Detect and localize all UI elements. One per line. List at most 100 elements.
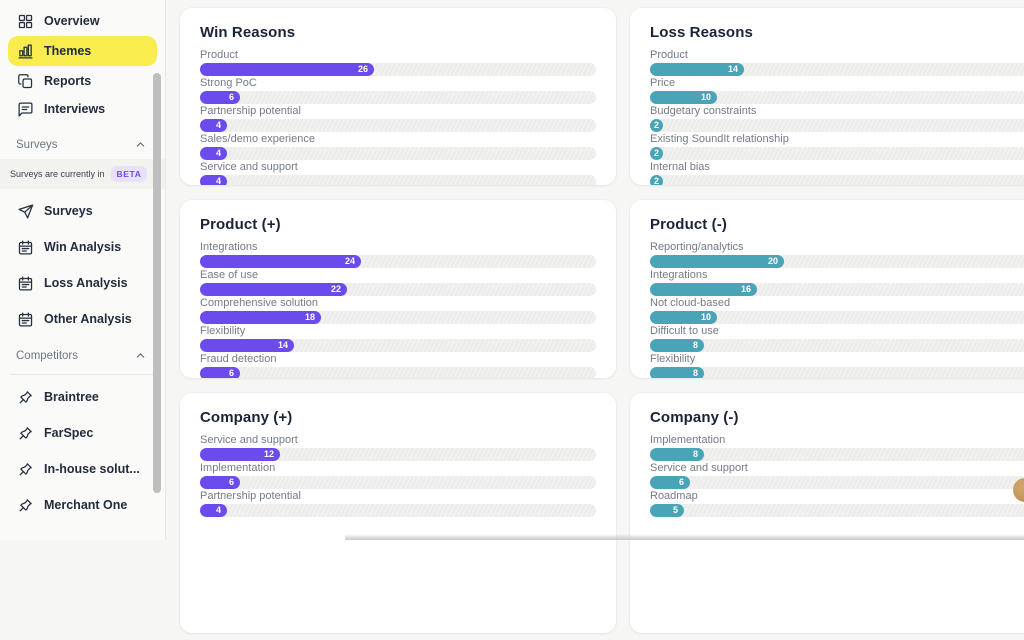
bar-category-label: Flexibility: [200, 325, 246, 337]
bar-category-label: Not cloud-based: [650, 297, 731, 309]
sidebar-item-reports[interactable]: Reports: [8, 68, 157, 94]
bar-fill[interactable]: 6: [200, 91, 240, 104]
bar-fill[interactable]: 2: [650, 175, 663, 185]
bar-track: 4: [200, 119, 596, 132]
bar-fill[interactable]: 6: [200, 476, 240, 489]
sidebar-item-label: Themes: [44, 44, 92, 58]
bar-fill[interactable]: 22: [200, 283, 347, 296]
surveys-section-header[interactable]: Surveys: [16, 138, 147, 151]
bar-category-label: Integrations: [650, 269, 708, 281]
bar-fill[interactable]: 16: [650, 283, 757, 296]
card-title: Company (-): [650, 409, 739, 426]
bar-fill[interactable]: 4: [200, 504, 227, 517]
bar-track: 4: [200, 175, 596, 185]
sidebar-item-label: In-house solut...: [44, 462, 140, 476]
bar-category-label: Comprehensive solution: [200, 297, 319, 309]
bar-row-product: Product 26: [200, 49, 596, 77]
sidebar-item-surveys[interactable]: Surveys: [8, 197, 157, 225]
bar-fill[interactable]: 12: [200, 448, 280, 461]
pin-icon: [19, 462, 32, 475]
sidebar-item-label: Interviews: [44, 102, 106, 116]
calendar-icon: [18, 275, 33, 291]
bar-fill[interactable]: 14: [650, 63, 744, 76]
competitors-section-header[interactable]: Competitors: [16, 349, 147, 362]
bar-fill[interactable]: 4: [200, 147, 227, 160]
bar-fill[interactable]: 4: [200, 175, 227, 185]
bar-fill[interactable]: 24: [200, 255, 361, 268]
bar-row-integrations: Integrations 24: [200, 241, 596, 269]
bar-fill[interactable]: 4: [200, 119, 227, 132]
bar-category-label: Implementation: [200, 462, 276, 474]
card-company: Company (+) Service and support 12 Implemen…: [180, 393, 616, 633]
sidebar-item-themes[interactable]: Themes: [8, 36, 157, 66]
bar-fill[interactable]: 10: [650, 311, 717, 324]
bar-fill[interactable]: 2: [650, 119, 663, 132]
sidebar-item-interviews[interactable]: Interviews: [8, 96, 157, 122]
bar-fill[interactable]: 8: [650, 448, 704, 461]
bar-fill[interactable]: 26: [200, 63, 374, 76]
sidebar-divider: [10, 374, 155, 375]
surveys-nav: Surveys Win Analysis Loss Analysis Other An…: [0, 197, 165, 333]
bar-fill[interactable]: 18: [200, 311, 321, 324]
sidebar-item-overview[interactable]: Overview: [8, 8, 157, 34]
sidebar-item-braintree[interactable]: Braintree: [8, 383, 157, 411]
bar-fill[interactable]: 5: [650, 504, 684, 517]
bar-fill[interactable]: 14: [200, 339, 294, 352]
bar-fill[interactable]: 2: [650, 147, 663, 160]
sidebar-item-label: Reports: [44, 74, 92, 88]
surveys-section-label: Surveys: [16, 138, 58, 151]
sidebar-item-farspec[interactable]: FarSpec: [8, 419, 157, 447]
card-product: Product (-) Reporting/analytics 20 Integrat…: [630, 200, 1024, 378]
bar-track: 4: [200, 147, 596, 160]
sidebar-item-merchant-one[interactable]: Merchant One: [8, 491, 157, 519]
reports-icon: [18, 73, 33, 88]
bar-track: 16: [650, 283, 1024, 296]
sidebar-item-in-house-solut[interactable]: In-house solut...: [8, 455, 157, 483]
bar-track: 14: [650, 63, 1024, 76]
bar-row-service-and-support: Service and support 12: [200, 434, 596, 462]
bar-track: 2: [650, 147, 1024, 160]
bar-fill[interactable]: 8: [650, 339, 704, 352]
bar-chart-icon: [18, 43, 33, 59]
sidebar-item-loss-analysis[interactable]: Loss Analysis: [8, 269, 157, 297]
card-win-reasons: Win Reasons Product 26 Strong PoC 6 Partnersh…: [180, 8, 616, 185]
chevron-up-icon[interactable]: [134, 349, 147, 362]
bar-row-product: Product 14: [650, 49, 1024, 77]
bar-category-label: Reporting/analytics: [650, 241, 744, 253]
sidebar-scrollbar[interactable]: [153, 73, 161, 493]
sidebar-item-other-analysis[interactable]: Other Analysis: [8, 305, 157, 333]
bar-fill[interactable]: 10: [650, 91, 717, 104]
bar-fill[interactable]: 6: [650, 476, 690, 489]
card-product: Product (+) Integrations 24 Ease of use 22 Co…: [180, 200, 616, 378]
bar-row-budgetary-constraints: Budgetary constraints 2: [650, 105, 1024, 133]
bar-fill[interactable]: 20: [650, 255, 784, 268]
bar-category-label: Internal bias: [650, 161, 710, 173]
bar-category-label: Strong PoC: [200, 77, 257, 89]
sidebar-item-label: Other Analysis: [44, 312, 132, 326]
competitors-section-label: Competitors: [16, 349, 78, 362]
card-company: Company (-) Implementation 8 Service and su…: [630, 393, 1024, 633]
chevron-up-icon[interactable]: [134, 138, 147, 151]
avatar[interactable]: [1013, 478, 1024, 502]
bar-row-sales-demo-experience: Sales/demo experience 4: [200, 133, 596, 161]
bar-row-difficult-to-use: Difficult to use 8: [650, 325, 1024, 353]
bar-row-service-and-support: Service and support 6: [650, 462, 1024, 490]
bar-track: 20: [650, 255, 1024, 268]
pin-icon: [19, 498, 32, 511]
sidebar-item-win-analysis[interactable]: Win Analysis: [8, 233, 157, 261]
bar-track: 8: [650, 339, 1024, 352]
sidebar-item-label: Overview: [44, 14, 100, 28]
sidebar-item-label: Merchant One: [44, 498, 128, 512]
sidebar-item-label: Loss Analysis: [44, 276, 128, 290]
bar-row-partnership-potential: Partnership potential 4: [200, 105, 596, 133]
card-title: Win Reasons: [200, 24, 296, 41]
chat-icon: [18, 101, 33, 117]
bar-fill[interactable]: 8: [650, 367, 704, 378]
bar-track: 5: [650, 504, 1024, 517]
card-title: Product (+): [200, 216, 281, 233]
bar-track: 8: [650, 367, 1024, 378]
surveys-beta-notice: Surveys are currently in BETA: [0, 159, 165, 189]
bar-track: 6: [200, 367, 596, 378]
card-title: Company (+): [200, 409, 293, 426]
bar-fill[interactable]: 6: [200, 367, 240, 378]
